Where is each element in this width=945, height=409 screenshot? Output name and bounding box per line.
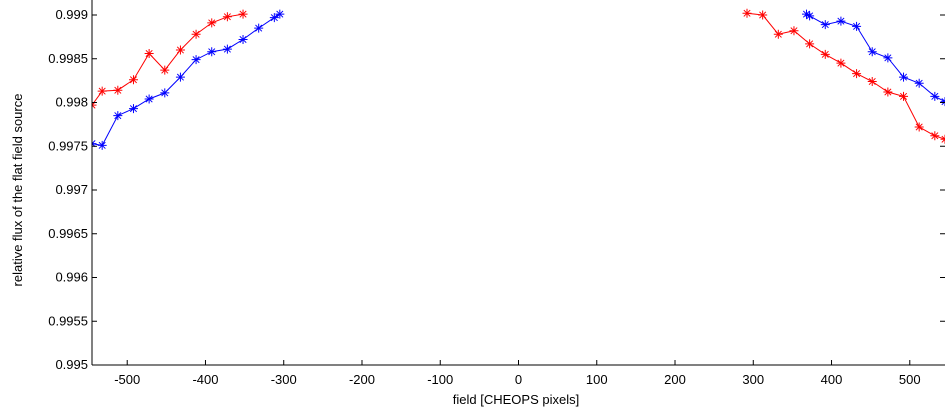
series-1-point [222,12,232,22]
x-tick-label: 300 [742,372,764,387]
series-2-point [883,53,893,63]
series-2-point [238,35,248,44]
y-tick-label: 0.998 [55,95,88,110]
tick-labels: 0.995 0.9955 0.996 0.9965 0.997 0.9975 0.998 0.… [48,7,920,387]
y-tick-label: 0.9975 [48,138,88,153]
series-1-point [914,122,924,132]
series-2-point [222,44,232,54]
series-1-point [930,131,940,141]
series-2-point [128,104,138,114]
series-2-point [852,21,862,31]
series-2-point [275,9,285,19]
series-2-point [191,55,201,65]
x-tick-label: 0 [515,372,522,387]
series-1-point [836,58,846,68]
x-axis-label: field [CHEOPS pixels] [453,392,579,407]
x-tick-label: 200 [664,372,686,387]
y-tick-label: 0.9965 [48,226,88,241]
y-tick-label: 0.9985 [48,51,88,66]
x-tick-label: -200 [349,372,375,387]
series-2-point [930,91,940,101]
series-2-point [820,20,830,30]
series-1-point [128,75,138,85]
y-tick-label: 0.997 [55,182,88,197]
series-1-point [852,69,862,79]
series-2-point [940,97,945,107]
series-1-line [746,12,945,140]
series-2-point [867,47,877,57]
series-2-point [175,72,185,82]
series-2-point [207,47,217,57]
series-2-point [254,23,264,33]
y-tick-label: 0.9955 [48,313,88,328]
series-2-point [113,111,123,121]
series-1-point [144,49,154,58]
y-axis-label: relative flux of the flat field source [10,94,25,287]
series-2-point [97,140,107,150]
series-1-point [867,77,877,86]
series-1-point [191,29,201,39]
series-1-point [773,29,783,39]
series-1-point [238,9,248,19]
x-tick-label: 500 [899,372,921,387]
series-1-point [175,45,185,55]
x-tick-label: -500 [114,372,140,387]
series-2-point [805,11,815,21]
series-1-point [805,39,815,49]
y-tick-label: 0.999 [55,7,88,22]
series-1-point [899,91,909,101]
x-tick-label: -400 [192,372,218,387]
y-tick-label: 0.995 [55,357,88,372]
x-tick-label: 100 [586,372,608,387]
series-2-point [899,72,909,82]
series-layer [92,8,945,150]
series-1-point [940,134,945,144]
y-tick-label: 0.996 [55,270,88,285]
series-2-point [144,94,154,104]
series-1-point [758,10,768,20]
x-tick-label: 400 [821,372,843,387]
series-1-point [742,8,752,18]
axes [91,0,945,366]
series-2-point [914,78,924,88]
series-1-point [789,26,799,36]
series-2-point [836,16,846,26]
series-1-point [113,85,123,95]
x-tick-label: -100 [427,372,453,387]
series-1-point [160,65,170,75]
series-2-line [92,13,281,146]
series-1-point [207,18,217,28]
series-2-point [160,88,170,98]
series-1-point [820,49,830,59]
series-1-point [97,86,107,96]
x-tick-label: -300 [271,372,297,387]
series-1-point [883,87,893,97]
series-2-point [269,13,279,23]
